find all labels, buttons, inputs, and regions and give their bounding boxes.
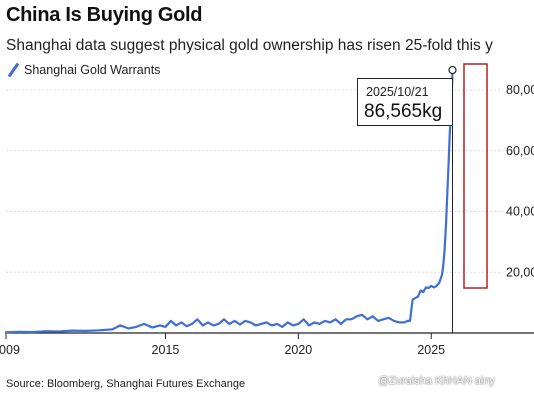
- highlight-box: [463, 63, 488, 289]
- y-tick-label: 80,00: [506, 83, 534, 97]
- series-line: [4, 68, 454, 334]
- annotation-callout: 2025/10/21 86,565kg: [357, 78, 453, 126]
- chart-subtitle: Shanghai data suggest physical gold owne…: [6, 37, 493, 54]
- x-tick-label: 2015: [152, 343, 180, 357]
- legend-label: Shanghai Gold Warrants: [24, 63, 161, 77]
- annotation-date: 2025/10/21: [366, 85, 429, 99]
- x-tick-label: 2025: [417, 343, 445, 357]
- chart-title: China Is Buying Gold: [6, 4, 203, 26]
- annotation-value: 86,565kg: [364, 101, 443, 122]
- y-tick-label: 20,00: [506, 265, 534, 279]
- y-tick-label: 40,00: [506, 205, 534, 219]
- x-tick-label: 2009: [0, 343, 20, 357]
- annotation-point: [448, 65, 457, 75]
- legend: Shanghai Gold Warrants: [6, 63, 160, 77]
- watermark: @Zuraisha KhHAN ainy: [378, 375, 495, 387]
- source-note: Source: Bloomberg, Shanghai Futures Exch…: [6, 378, 246, 390]
- x-tick-label: 2020: [284, 343, 312, 357]
- y-tick-label: 60,00: [506, 144, 534, 158]
